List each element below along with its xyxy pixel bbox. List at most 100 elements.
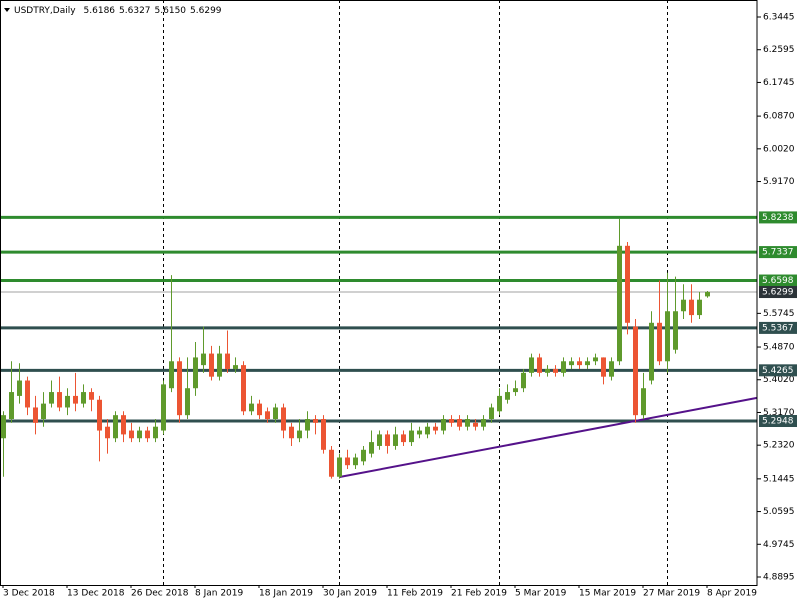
y-tick-label: 5.3170: [763, 408, 795, 418]
candle-body: [457, 419, 462, 427]
candle-body: [209, 353, 214, 377]
candle-body: [649, 322, 654, 381]
level-label: 5.6598: [762, 276, 794, 286]
candle-body: [425, 426, 430, 435]
candle-body: [33, 407, 38, 423]
candle-body: [81, 392, 86, 404]
candle-body: [89, 392, 94, 400]
candle-body: [657, 322, 662, 362]
candle-body: [361, 449, 366, 462]
candle-body: [313, 419, 318, 423]
plot-area: [0, 0, 758, 585]
x-tick-label: 15 Mar 2019: [579, 589, 636, 599]
candle-body: [545, 368, 550, 373]
y-tick-label: 6.2595: [763, 45, 795, 55]
x-tick-label: 18 Jan 2019: [259, 589, 313, 599]
y-tick-label: 6.0020: [763, 144, 795, 154]
candle-body: [633, 326, 638, 416]
candle-body: [521, 372, 526, 389]
y-tick-label: 6.3445: [763, 13, 795, 23]
candle-body: [129, 430, 134, 439]
symbol: USDTRY,Daily: [14, 6, 76, 16]
candle-body: [689, 299, 694, 316]
candle-body: [449, 419, 454, 423]
candle-body: [249, 403, 254, 412]
y-tick-label: 5.5745: [763, 309, 795, 319]
candle-body: [329, 449, 334, 477]
candle-body: [281, 407, 286, 431]
level-label-box: [759, 321, 797, 334]
candle-body: [585, 361, 590, 366]
candle-body: [241, 365, 246, 412]
candle-body: [41, 403, 46, 420]
plot-frame: [0, 0, 758, 586]
candle-body: [529, 357, 534, 373]
candle-body: [561, 361, 566, 373]
x-tick-label: 11 Feb 2019: [387, 589, 443, 599]
candle-body: [377, 434, 382, 446]
x-tick-label: 8 Apr 2019: [707, 589, 757, 599]
candle-body: [185, 388, 190, 416]
candle-body: [385, 434, 390, 446]
candle-body: [73, 395, 78, 404]
x-tick-label: 13 Dec 2018: [67, 589, 125, 599]
y-tick-label: 5.9170: [763, 177, 795, 187]
candle-body: [321, 419, 326, 450]
level-label: 5.4265: [762, 366, 794, 376]
candle-body: [537, 357, 542, 373]
candle-body: [65, 395, 70, 408]
candle-body: [417, 430, 422, 435]
candle-body: [481, 419, 486, 427]
candle-body: [161, 384, 166, 431]
candle-body: [1, 415, 6, 439]
candle-body: [105, 426, 110, 439]
candle-body: [201, 353, 206, 366]
candle-body: [345, 457, 350, 466]
candle-body: [153, 426, 158, 439]
candle-body: [25, 380, 30, 408]
candle-body: [193, 357, 198, 389]
candle-body: [273, 407, 278, 420]
candle-body: [409, 430, 414, 443]
level-label-box: [759, 211, 797, 224]
candle-body: [497, 395, 502, 412]
x-tick-label: 21 Feb 2019: [451, 589, 507, 599]
candle-body: [217, 353, 222, 377]
candle-body: [665, 311, 670, 362]
candle-body: [473, 422, 478, 427]
candle-body: [337, 457, 342, 477]
candle-body: [513, 388, 518, 393]
candle-body: [553, 368, 558, 373]
candle-body: [569, 361, 574, 366]
candle-body: [113, 415, 118, 439]
candle-body: [353, 457, 358, 466]
level-label: 5.5367: [762, 323, 794, 333]
candle-body: [393, 434, 398, 446]
current-price-label: 5.6299: [762, 288, 794, 298]
candle-body: [265, 411, 270, 420]
candle-body: [617, 245, 622, 362]
candle-body: [433, 426, 438, 431]
candle-body: [593, 357, 598, 362]
candle-body: [177, 361, 182, 416]
level-label-box: [759, 415, 797, 428]
candle-body: [121, 415, 126, 435]
candle-body: [17, 380, 22, 396]
header-open: 5.6186: [84, 6, 116, 16]
candle-body: [369, 442, 374, 454]
candle-body: [169, 361, 174, 389]
candle-body: [137, 430, 142, 439]
candle-body: [577, 361, 582, 366]
candle-body: [505, 392, 510, 400]
x-tick-label: 8 Jan 2019: [195, 589, 243, 599]
y-tick-label: 5.4020: [763, 375, 795, 385]
candle-body: [145, 430, 150, 439]
y-tick-label: 6.0870: [763, 112, 795, 122]
candle-body: [305, 419, 310, 431]
header-close: 5.6299: [190, 6, 222, 16]
level-label-box: [759, 274, 797, 287]
y-tick-label: 5.0595: [763, 507, 795, 517]
candle-body: [401, 434, 406, 443]
